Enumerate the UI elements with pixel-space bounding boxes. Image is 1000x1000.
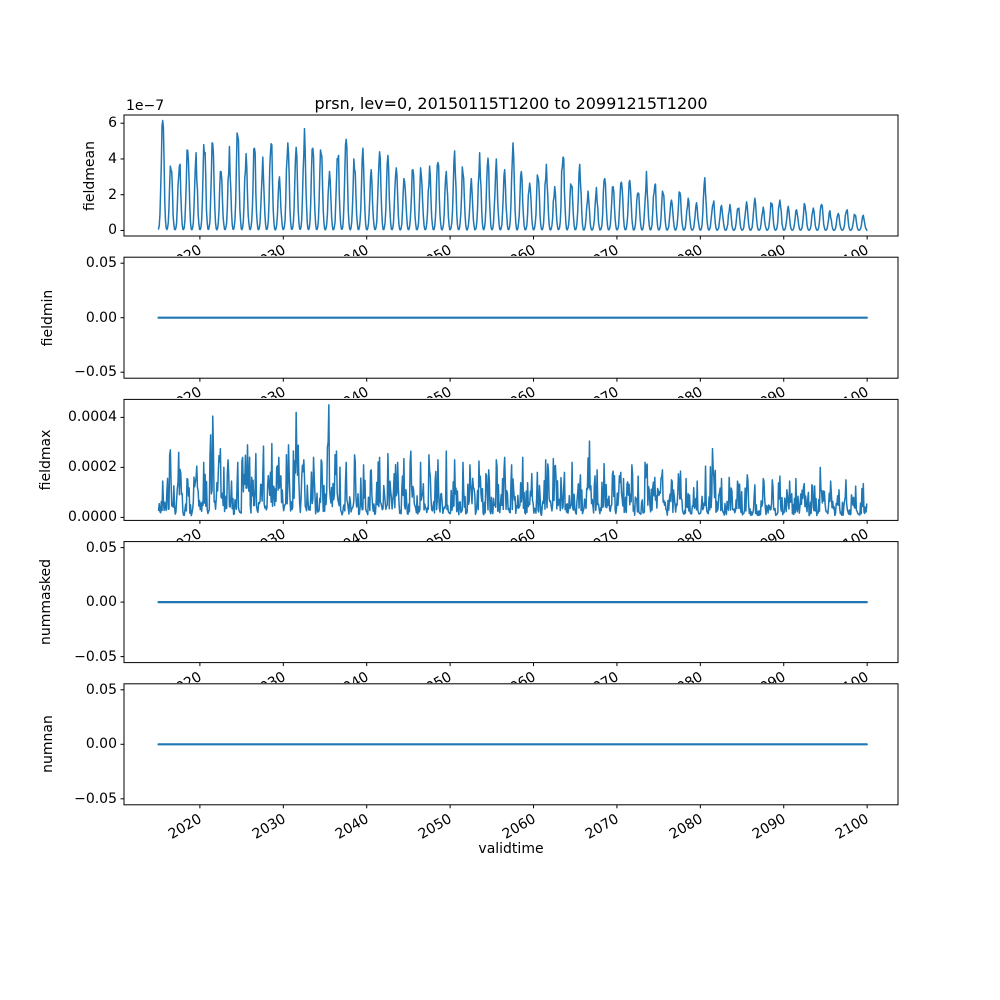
- xtick-label: 2100: [833, 242, 872, 256]
- xtick-label: 2060: [500, 669, 539, 683]
- xtick-label: 2070: [583, 810, 622, 843]
- xtick-label: 2020: [166, 526, 205, 540]
- xtick-label: 2040: [333, 242, 372, 256]
- xtick-label: 2090: [750, 242, 789, 256]
- xtick-label: 2020: [166, 384, 205, 398]
- ytick-label-numnan: 0.00: [85, 736, 117, 753]
- xtick-label: 2030: [249, 384, 288, 398]
- ytick-label-fieldmax: 0.0000: [68, 509, 117, 526]
- xtick-label: 2100: [833, 810, 873, 843]
- xtick-label: 2020: [166, 810, 205, 843]
- ytick-label-nummasked: 0.05: [85, 539, 117, 556]
- clipped-xaxis-tick-labels: 2020 2030 2040 2050 2060 2070 2080 2090 2100: [0, 664, 1000, 683]
- chart-title: prsn, lev=0, 20150115T1200 to 20991215T1…: [314, 94, 708, 113]
- fieldmax-series-line: [157, 404, 868, 517]
- xtick-label: 2070: [583, 242, 622, 256]
- xtick-label: 2080: [666, 810, 706, 843]
- xaxis-tick-labels: 2020 2030 2040 2050 2060 2070 2080 2090 2100: [0, 806, 1000, 852]
- xtick-label: 2050: [416, 526, 455, 540]
- fieldmean-series-line: [157, 119, 868, 232]
- ytick-label-nummasked: 0.00: [85, 594, 117, 611]
- xtick-label: 2060: [500, 526, 539, 540]
- xtick-label: 2100: [833, 526, 872, 540]
- xtick-label: 2050: [416, 384, 455, 398]
- xtick-label: 2080: [666, 526, 705, 540]
- ytick-label-fieldmean: 4: [108, 150, 117, 167]
- xlabel-validtime: validtime: [478, 841, 544, 857]
- ytick-label-fieldmean: 6: [108, 115, 117, 132]
- xtick-label: 2080: [666, 384, 705, 398]
- ytick-label-fieldmean: 0: [108, 222, 117, 239]
- xtick-label: 2050: [416, 669, 455, 683]
- xtick-label: 2040: [333, 526, 372, 540]
- y-offset-exponent-label: 1e−7: [126, 98, 165, 114]
- xtick-label: 2020: [166, 242, 205, 256]
- xtick-label: 2030: [249, 526, 288, 540]
- xtick-label: 2040: [333, 669, 372, 683]
- ytick-label-fieldmin: 0.00: [85, 309, 117, 326]
- xtick-label: 2050: [416, 242, 455, 256]
- ytick-label-numnan: 0.05: [85, 681, 117, 698]
- xtick-label: 2070: [583, 384, 622, 398]
- xtick-label: 2070: [583, 669, 622, 683]
- xtick-label: 2060: [500, 384, 539, 398]
- clipped-xaxis-tick-labels: 2020 2030 2040 2050 2060 2070 2080 2090 2100: [0, 238, 1000, 256]
- subplot-frame-fieldmean: [123, 114, 899, 237]
- xtick-label: 2100: [833, 669, 872, 683]
- xtick-label: 2060: [499, 810, 539, 843]
- xtick-label: 2070: [583, 526, 622, 540]
- xtick-label: 2090: [749, 810, 789, 843]
- ytick-label-fieldmax: 0.0002: [68, 459, 117, 476]
- xtick-label: 2060: [500, 242, 539, 256]
- xtick-label: 2040: [333, 384, 372, 398]
- ytick-label-nummasked: −0.05: [74, 648, 117, 665]
- clipped-xaxis-tick-labels: 2020 2030 2040 2050 2060 2070 2080 2090 2100: [0, 380, 1000, 398]
- xtick-label: 2100: [833, 384, 872, 398]
- xtick-label: 2020: [166, 669, 205, 683]
- xtick-label: 2090: [750, 526, 789, 540]
- xtick-label: 2030: [249, 810, 289, 843]
- xtick-label: 2090: [750, 384, 789, 398]
- ytick-label-numnan: −0.05: [74, 790, 117, 807]
- xtick-label: 2040: [332, 810, 372, 843]
- xtick-label: 2030: [249, 669, 288, 683]
- xtick-label: 2080: [666, 242, 705, 256]
- xtick-label: 2090: [750, 669, 789, 683]
- clipped-xaxis-tick-labels: 2020 2030 2040 2050 2060 2070 2080 2090 2100: [0, 522, 1000, 540]
- ytick-label-fieldmin: −0.05: [74, 364, 117, 381]
- ytick-label-fieldmean: 2: [108, 186, 117, 203]
- ytick-label-fieldmax: 0.0004: [68, 409, 117, 426]
- xtick-label: 2080: [666, 669, 705, 683]
- ytick-label-fieldmin: 0.05: [85, 255, 117, 272]
- subplot-frame-fieldmax: [123, 398, 899, 521]
- xtick-label: 2030: [249, 242, 288, 256]
- xtick-label: 2050: [416, 810, 456, 843]
